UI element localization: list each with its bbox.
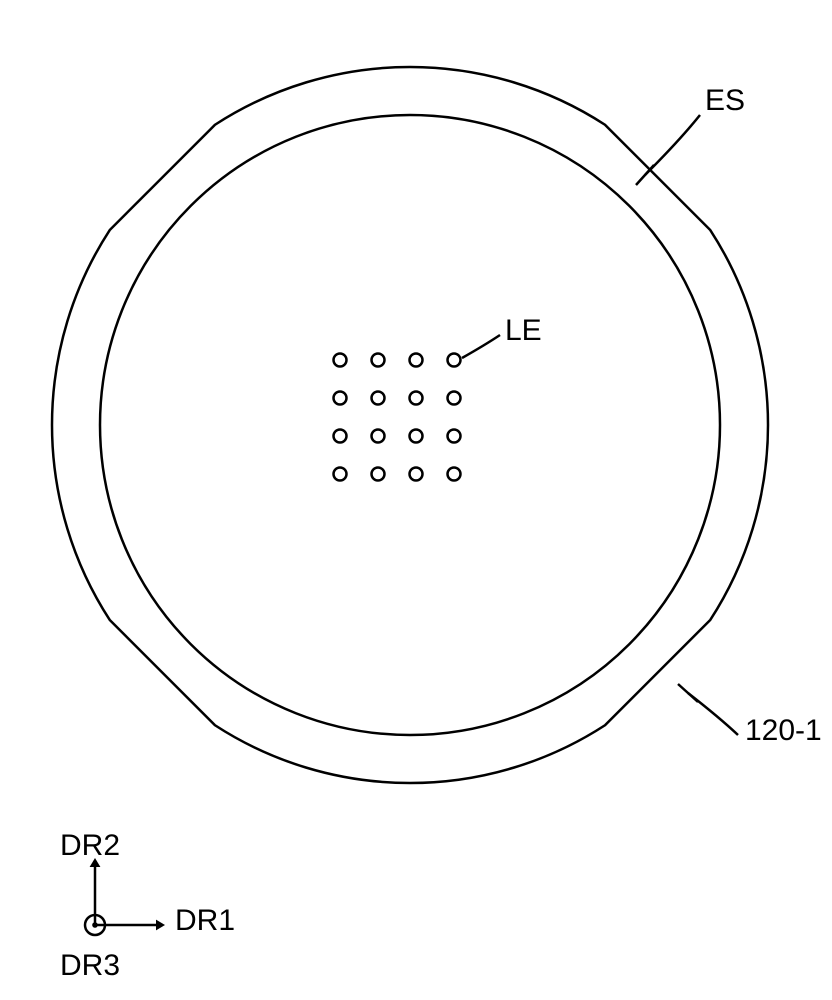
le-dot: [372, 430, 385, 443]
label-part: 120-1: [745, 714, 822, 747]
coordinate-axes: [85, 858, 165, 935]
le-dot: [334, 430, 347, 443]
le-dot: [448, 468, 461, 481]
leader-part: [678, 684, 738, 735]
le-dot-grid: [334, 354, 461, 481]
le-dot: [448, 354, 461, 367]
le-dot: [334, 354, 347, 367]
label-dr1: DR1: [175, 904, 235, 937]
label-dr2: DR2: [60, 829, 120, 862]
label-dr3: DR3: [60, 949, 120, 982]
le-dot: [410, 468, 423, 481]
le-dot: [334, 392, 347, 405]
le-dot: [334, 468, 347, 481]
le-dot: [448, 392, 461, 405]
le-dot: [410, 354, 423, 367]
le-dot: [372, 392, 385, 405]
label-es: ES: [705, 84, 745, 117]
le-dot: [410, 392, 423, 405]
leader-es: [636, 115, 700, 185]
outer-octagon: [52, 67, 768, 783]
inner-circle-es: [100, 115, 720, 735]
leader-le: [462, 335, 500, 358]
technical-diagram: ES LE 120-1 DR1 DR2 DR3: [0, 0, 832, 1000]
le-dot: [410, 430, 423, 443]
le-dot: [372, 354, 385, 367]
le-dot: [372, 468, 385, 481]
label-le: LE: [505, 314, 542, 347]
le-dot: [448, 430, 461, 443]
